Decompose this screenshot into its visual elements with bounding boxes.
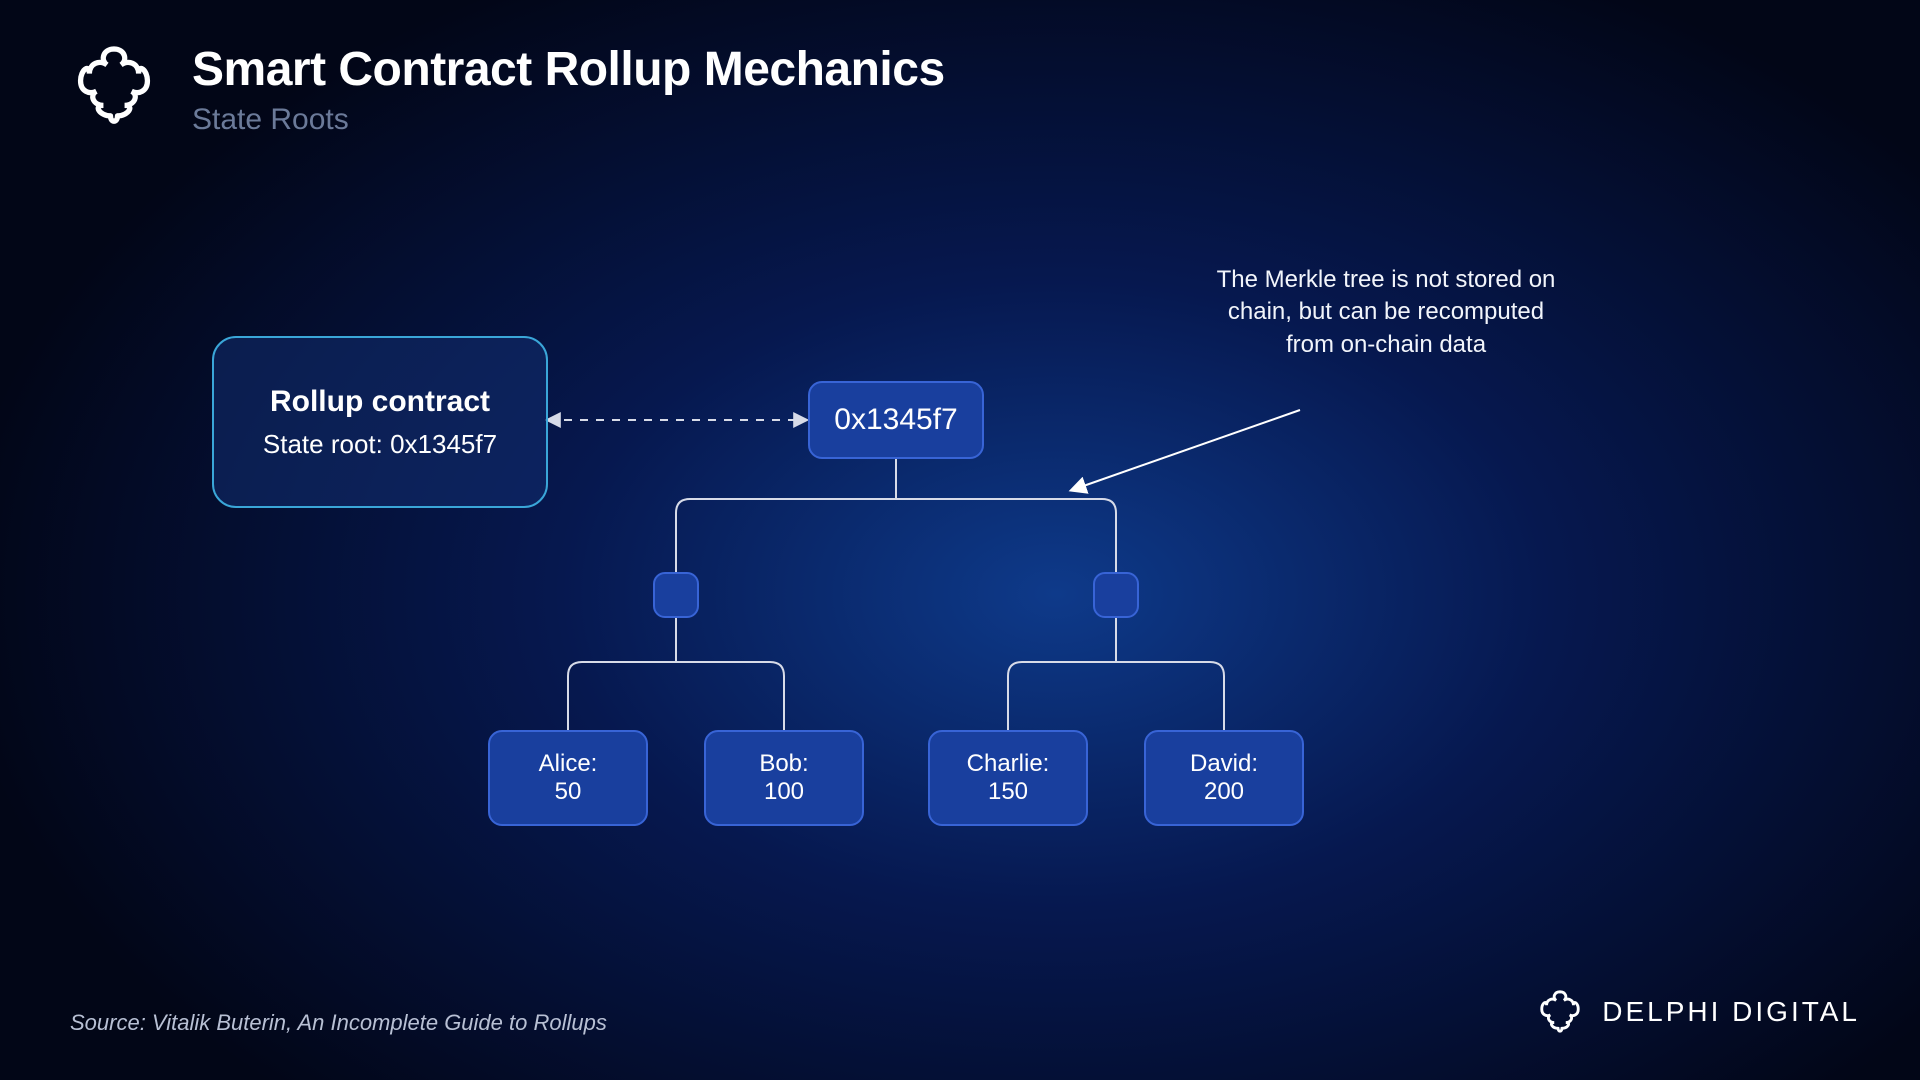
contract-state-root: State root: 0x1345f7 bbox=[263, 429, 497, 460]
leaf-value: 100 bbox=[764, 778, 804, 806]
merkle-leaf-node-2: Charlie:150 bbox=[928, 730, 1088, 826]
merkle-leaf-node-3: David:200 bbox=[1144, 730, 1304, 826]
leaf-name: Alice: bbox=[539, 750, 598, 778]
merkle-mid-node-0 bbox=[653, 572, 699, 618]
leaf-name: Bob: bbox=[759, 750, 808, 778]
brand-name: DELPHI DIGITAL bbox=[1602, 996, 1860, 1028]
merkle-leaf-node-1: Bob:100 bbox=[704, 730, 864, 826]
leaf-name: Charlie: bbox=[967, 750, 1050, 778]
contract-title: Rollup contract bbox=[270, 385, 490, 419]
leaf-value: 50 bbox=[555, 778, 582, 806]
delphi-wreath-icon bbox=[1536, 988, 1584, 1036]
merkle-mid-node-1 bbox=[1093, 572, 1139, 618]
leaf-name: David: bbox=[1190, 750, 1258, 778]
connector-lines bbox=[0, 0, 1920, 1080]
merkle-annotation: The Merkle tree is not stored on chain, … bbox=[1206, 264, 1566, 361]
rollup-contract-box: Rollup contract State root: 0x1345f7 bbox=[212, 336, 548, 508]
brand-footer: DELPHI DIGITAL bbox=[1536, 988, 1860, 1036]
leaf-value: 200 bbox=[1204, 778, 1244, 806]
source-attribution: Source: Vitalik Buterin, An Incomplete G… bbox=[70, 1010, 607, 1036]
diagram-stage: Rollup contract State root: 0x1345f7 0x134… bbox=[0, 0, 1920, 1080]
merkle-root-node: 0x1345f7 bbox=[808, 381, 984, 459]
leaf-value: 150 bbox=[988, 778, 1028, 806]
merkle-leaf-node-0: Alice:50 bbox=[488, 730, 648, 826]
